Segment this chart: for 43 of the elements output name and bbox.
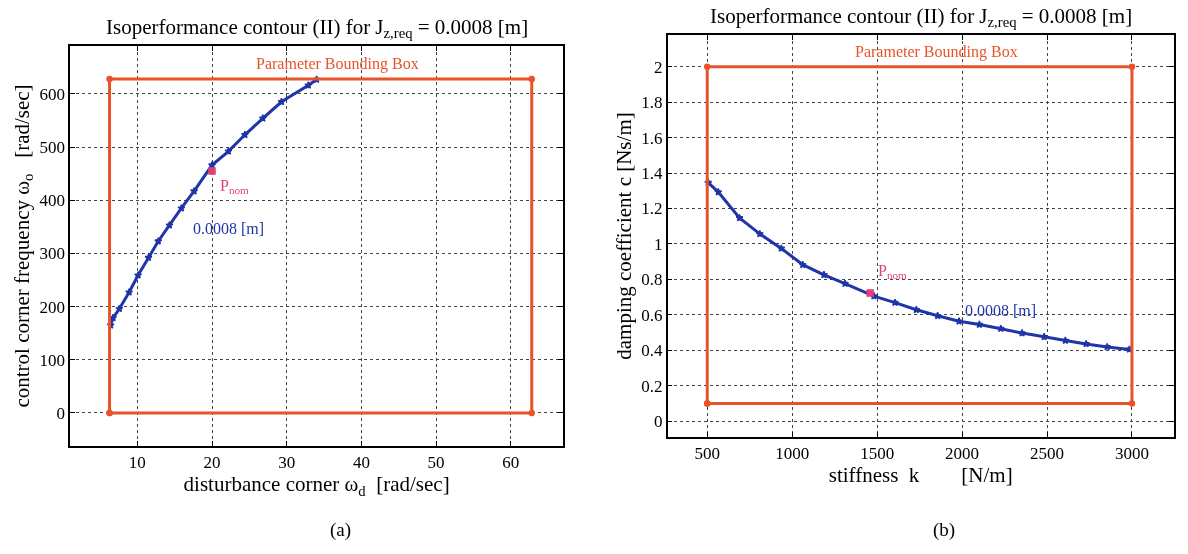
series-label: 0.0008 [m] — [193, 220, 265, 237]
x-axis-title: stiffness k [N/m] — [828, 463, 1013, 488]
y-tick-label: 1.4 — [641, 164, 664, 184]
y-tick-label: 2 — [654, 57, 663, 77]
y-tick-label: 200 — [39, 297, 65, 317]
y-tick-label: 1 — [654, 234, 663, 254]
x-tick-label: 1000 — [775, 444, 810, 464]
y-tick-label: 100 — [39, 350, 65, 370]
x-tick-label: 60 — [502, 453, 520, 473]
y-tick-label: 0.4 — [641, 341, 664, 361]
y-tick-label: 400 — [39, 191, 65, 211]
series-label: P$_{nom}$ — [878, 262, 908, 282]
series-label: P$_{nom}$ — [220, 177, 250, 197]
y-tick-label: 0.6 — [641, 305, 663, 325]
chart-title: Isoperformance contour (II) for J$_{z,req}$ = 0.0008 [m] — [710, 4, 1133, 31]
x-axis-title: disturbance corner ω$_{d}$ [rad/sec] — [183, 472, 450, 499]
y-tick-label: 1.2 — [641, 199, 663, 219]
y-tick-label: 0 — [654, 412, 663, 432]
y-tick-label: 600 — [39, 84, 65, 104]
x-tick-label: 500 — [694, 444, 720, 464]
x-tick-label: 30 — [278, 453, 296, 473]
chart-title: Isoperformance contour (II) for J$_{z,req}$ = 0.0008 [m] — [106, 15, 529, 42]
text: (b) — [933, 519, 956, 541]
series-label: 0.0008 [m] — [965, 302, 1037, 319]
text: Parameter Bounding Box — [256, 55, 419, 73]
y-tick-label: 0 — [56, 403, 65, 423]
text: Parameter Bounding Box — [855, 43, 1018, 61]
x-tick-label: 3000 — [1114, 444, 1149, 464]
x-tick-label: 20 — [203, 453, 221, 473]
y-tick-label: 1.6 — [641, 128, 663, 148]
y-tick-label: 300 — [39, 244, 65, 264]
y-tick-label: 0.8 — [641, 270, 663, 290]
x-tick-label: 10 — [128, 453, 146, 473]
x-tick-label: 40 — [352, 453, 370, 473]
y-tick-label: 500 — [39, 137, 65, 157]
y-tick-label: 1.8 — [641, 93, 663, 113]
text: (a) — [330, 519, 352, 541]
x-tick-label: 2500 — [1030, 444, 1065, 464]
x-tick-label: 50 — [427, 453, 445, 473]
y-tick-label: 0.2 — [641, 376, 663, 396]
x-tick-label: 2000 — [945, 444, 980, 464]
x-tick-label: 1500 — [860, 444, 895, 464]
y-axis-title: damping coefficient c [Ns/m] — [611, 112, 636, 360]
